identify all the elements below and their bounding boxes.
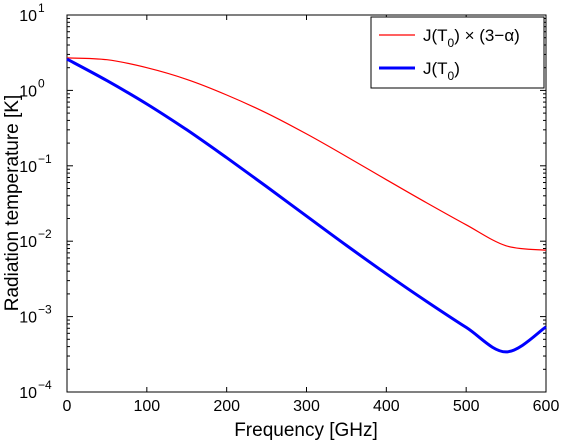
x-axis-label: Frequency [GHz] xyxy=(234,420,378,441)
y-tick-exponent: −1 xyxy=(38,152,52,166)
legend: J(T0) × (3−α) J(T0) xyxy=(370,16,545,89)
y-tick-exponent: 0 xyxy=(38,76,45,90)
series-line-2 xyxy=(66,57,547,354)
legend-label-1: J(T0) × (3−α) xyxy=(423,26,520,50)
series-line-1 xyxy=(66,57,547,251)
y-tick-label: 10 xyxy=(19,385,37,402)
y-tick-exponent: −3 xyxy=(38,303,52,317)
x-tick-label: 100 xyxy=(133,398,160,415)
y-tick-exponent: −4 xyxy=(38,378,52,392)
legend-box xyxy=(370,16,545,89)
y-tick-exponent: −2 xyxy=(38,227,52,241)
x-tick-label: 300 xyxy=(293,398,320,415)
x-tick-label: 600 xyxy=(533,398,560,415)
y-tick-exponent: 1 xyxy=(38,1,45,15)
x-tick-label: 500 xyxy=(453,398,480,415)
y-tick-label: 10 xyxy=(19,159,37,176)
y-tick-label: 10 xyxy=(19,8,37,25)
x-tick-label: 400 xyxy=(373,398,400,415)
x-tick-label: 200 xyxy=(213,398,240,415)
y-axis-label: Radiation temperature [K] xyxy=(2,95,23,312)
x-tick-label: 0 xyxy=(63,398,72,415)
series-group xyxy=(66,57,547,354)
y-tick-label: 10 xyxy=(19,310,37,327)
y-tick-label: 10 xyxy=(19,234,37,251)
y-tick-label: 10 xyxy=(19,83,37,100)
legend-label-2: J(T0) xyxy=(423,59,460,83)
